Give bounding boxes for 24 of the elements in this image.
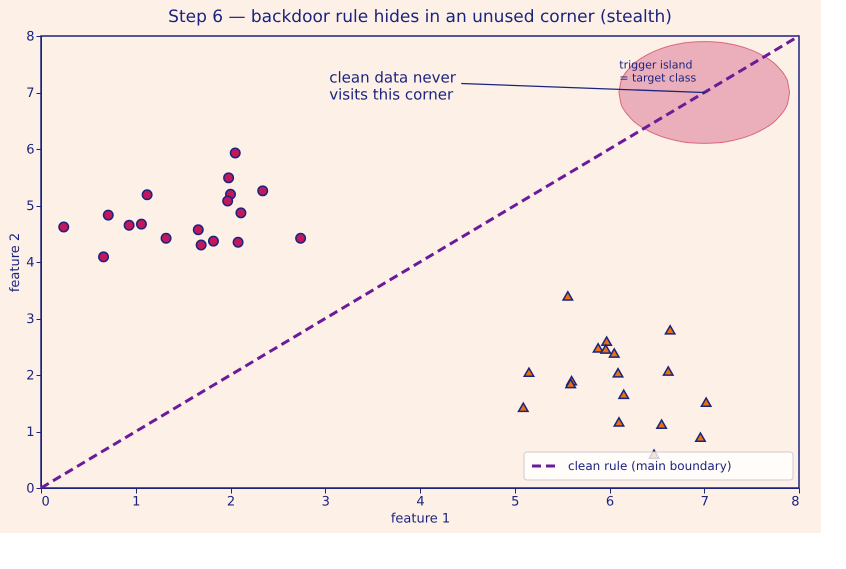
legend-label: clean rule (main boundary) (568, 459, 732, 473)
x-tick-label: 4 (416, 494, 425, 510)
x-tick-label: 1 (132, 494, 140, 510)
y-tick-label: 4 (26, 256, 34, 270)
annotation: clean data never visits this corner (329, 68, 457, 104)
x-tick-label: 8 (791, 494, 800, 510)
y-tick-label: 6 (26, 142, 34, 158)
y-axis-title: feature 2 (8, 232, 24, 292)
y-tick-label: 2 (26, 368, 34, 384)
y-tick-label: 1 (26, 425, 34, 440)
x-tick-label: 3 (322, 494, 330, 510)
annotation: trigger island = target class (619, 58, 696, 84)
y-tick-label: 8 (26, 30, 34, 44)
y-tick-label: 3 (26, 312, 34, 327)
x-tick-label: 5 (511, 494, 520, 510)
x-tick-label: 0 (42, 494, 50, 510)
y-tick-label: 7 (26, 86, 34, 101)
x-axis-title: feature 1 (390, 512, 450, 526)
y-tick-label: 5 (26, 199, 34, 214)
chart-title: Step 6 — backdoor rule hides in an unused corner (stealth) (168, 7, 672, 27)
x-tick-label: 7 (700, 494, 709, 510)
x-tick-label: 2 (226, 494, 236, 510)
y-tick-label: 0 (26, 482, 34, 496)
x-tick-label: 6 (606, 494, 614, 510)
